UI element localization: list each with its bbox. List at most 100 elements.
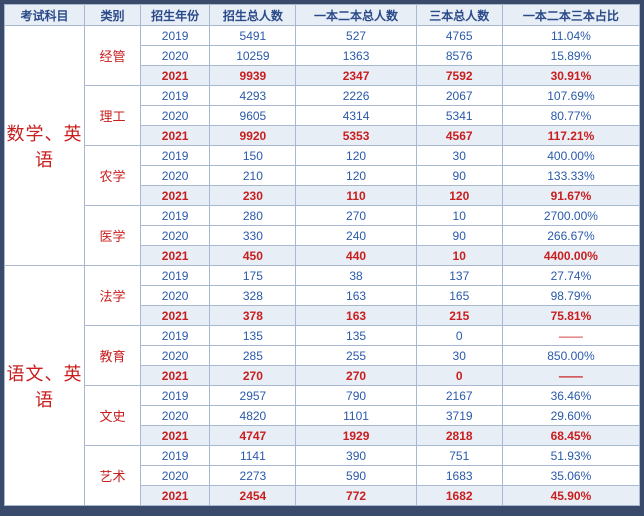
col-year: 招生年份 xyxy=(141,5,210,26)
total-cell: 135 xyxy=(210,326,296,346)
total-cell: 285 xyxy=(210,346,296,366)
tier12-cell: 120 xyxy=(296,166,416,186)
year-cell: 2021 xyxy=(141,66,210,86)
total-cell: 10259 xyxy=(210,46,296,66)
ratio-cell: 45.90% xyxy=(502,486,639,506)
tier12-cell: 1929 xyxy=(296,426,416,446)
tier12-cell: 1101 xyxy=(296,406,416,426)
ratio-cell: 91.67% xyxy=(502,186,639,206)
ratio-cell: 98.79% xyxy=(502,286,639,306)
tier12-cell: 2226 xyxy=(296,86,416,106)
subject-cell: 数学、英语 xyxy=(5,26,85,266)
tier12-cell: 590 xyxy=(296,466,416,486)
tier3-cell: 4765 xyxy=(416,26,502,46)
tier12-cell: 135 xyxy=(296,326,416,346)
total-cell: 9605 xyxy=(210,106,296,126)
year-cell: 2019 xyxy=(141,446,210,466)
tier3-cell: 7592 xyxy=(416,66,502,86)
category-cell: 艺术 xyxy=(85,446,141,506)
tier3-cell: 120 xyxy=(416,186,502,206)
tier3-cell: 90 xyxy=(416,166,502,186)
table-row: 农学201915012030400.00% xyxy=(5,146,640,166)
tier3-cell: 0 xyxy=(416,366,502,386)
total-cell: 9920 xyxy=(210,126,296,146)
year-cell: 2019 xyxy=(141,266,210,286)
data-table: 考试科目 类别 招生年份 招生总人数 一本二本总人数 三本总人数 一本二本三本占… xyxy=(4,4,640,506)
tier12-cell: 163 xyxy=(296,306,416,326)
year-cell: 2020 xyxy=(141,106,210,126)
total-cell: 2957 xyxy=(210,386,296,406)
tier12-cell: 5353 xyxy=(296,126,416,146)
tier3-cell: 30 xyxy=(416,146,502,166)
tier3-cell: 2818 xyxy=(416,426,502,446)
ratio-cell: 117.21% xyxy=(502,126,639,146)
year-cell: 2021 xyxy=(141,306,210,326)
ratio-cell: 2700.00% xyxy=(502,206,639,226)
total-cell: 175 xyxy=(210,266,296,286)
table-row: 语文、英语法学20191753813727.74% xyxy=(5,266,640,286)
year-cell: 2021 xyxy=(141,486,210,506)
tier3-cell: 165 xyxy=(416,286,502,306)
tier12-cell: 163 xyxy=(296,286,416,306)
tier3-cell: 2167 xyxy=(416,386,502,406)
table-row: 教育20191351350—— xyxy=(5,326,640,346)
ratio-cell: 51.93% xyxy=(502,446,639,466)
ratio-cell: 107.69% xyxy=(502,86,639,106)
tier12-cell: 527 xyxy=(296,26,416,46)
col-tier3: 三本总人数 xyxy=(416,5,502,26)
table-row: 理工2019429322262067107.69% xyxy=(5,86,640,106)
tier12-cell: 1363 xyxy=(296,46,416,66)
tier3-cell: 8576 xyxy=(416,46,502,66)
tier12-cell: 772 xyxy=(296,486,416,506)
ratio-cell: 35.06% xyxy=(502,466,639,486)
total-cell: 330 xyxy=(210,226,296,246)
tier12-cell: 110 xyxy=(296,186,416,206)
ratio-cell: 15.89% xyxy=(502,46,639,66)
ratio-cell: —— xyxy=(502,326,639,346)
tier3-cell: 3719 xyxy=(416,406,502,426)
tier12-cell: 270 xyxy=(296,206,416,226)
year-cell: 2020 xyxy=(141,46,210,66)
category-cell: 医学 xyxy=(85,206,141,266)
tier12-cell: 38 xyxy=(296,266,416,286)
tier3-cell: 30 xyxy=(416,346,502,366)
tier12-cell: 120 xyxy=(296,146,416,166)
tier3-cell: 0 xyxy=(416,326,502,346)
total-cell: 270 xyxy=(210,366,296,386)
year-cell: 2020 xyxy=(141,226,210,246)
total-cell: 230 xyxy=(210,186,296,206)
category-cell: 法学 xyxy=(85,266,141,326)
table-row: 艺术2019114139075151.93% xyxy=(5,446,640,466)
category-cell: 文史 xyxy=(85,386,141,446)
total-cell: 150 xyxy=(210,146,296,166)
tier12-cell: 255 xyxy=(296,346,416,366)
year-cell: 2021 xyxy=(141,366,210,386)
ratio-cell: 68.45% xyxy=(502,426,639,446)
ratio-cell: 133.33% xyxy=(502,166,639,186)
year-cell: 2020 xyxy=(141,406,210,426)
year-cell: 2019 xyxy=(141,26,210,46)
year-cell: 2019 xyxy=(141,326,210,346)
tier3-cell: 90 xyxy=(416,226,502,246)
col-tier12: 一本二本总人数 xyxy=(296,5,416,26)
ratio-cell: 11.04% xyxy=(502,26,639,46)
ratio-cell: 75.81% xyxy=(502,306,639,326)
ratio-cell: 80.77% xyxy=(502,106,639,126)
category-cell: 教育 xyxy=(85,326,141,386)
year-cell: 2019 xyxy=(141,386,210,406)
year-cell: 2021 xyxy=(141,426,210,446)
tier12-cell: 270 xyxy=(296,366,416,386)
ratio-cell: 29.60% xyxy=(502,406,639,426)
table-row: 文史20192957790216736.46% xyxy=(5,386,640,406)
total-cell: 328 xyxy=(210,286,296,306)
year-cell: 2020 xyxy=(141,346,210,366)
col-category: 类别 xyxy=(85,5,141,26)
subject-cell: 语文、英语 xyxy=(5,266,85,506)
tier3-cell: 137 xyxy=(416,266,502,286)
year-cell: 2019 xyxy=(141,206,210,226)
ratio-cell: 266.67% xyxy=(502,226,639,246)
tier3-cell: 1682 xyxy=(416,486,502,506)
tier12-cell: 390 xyxy=(296,446,416,466)
tier3-cell: 10 xyxy=(416,206,502,226)
total-cell: 9939 xyxy=(210,66,296,86)
